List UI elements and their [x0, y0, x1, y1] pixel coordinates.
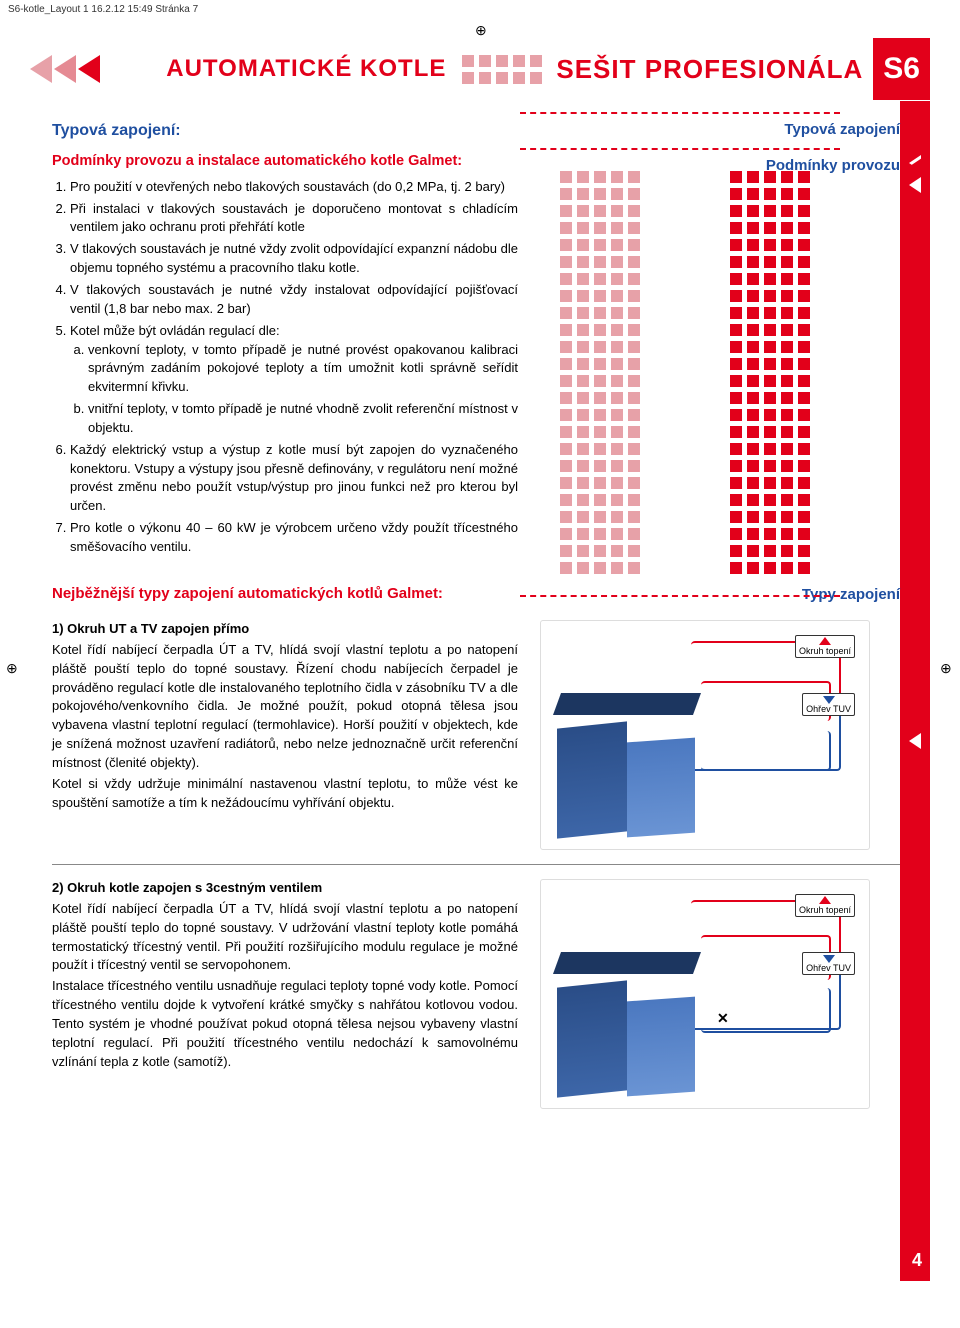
tag-ohrev-1: Ohřev TUV [802, 693, 855, 716]
section-conditions: Typová zapojení: Podmínky provozu a inst… [30, 101, 930, 560]
heading-types: Nejběžnější typy zapojení automatických … [52, 584, 518, 604]
square-pattern-solid [730, 171, 810, 574]
register-mark-left: ⊕ [6, 660, 18, 677]
block2-title: 2) Okruh kotle zapojen s 3cestným ventil… [52, 879, 518, 898]
section-types: Nejběžnější typy zapojení automatických … [30, 584, 930, 1109]
cond-5b: vnitřní teploty, v tomto případě je nutn… [88, 400, 518, 438]
block2-text: Kotel řídí nabíjecí čerpadla ÚT a TV, hl… [52, 900, 518, 975]
cond-4: V tlakových soustavách je nutné vždy ins… [70, 281, 518, 319]
diagram-2: ✕ Okruh topení Ohřev TUV [540, 879, 870, 1109]
register-mark-right: ⊕ [940, 660, 952, 677]
cond-7: Pro kotle o výkonu 40 – 60 kW je výrobce… [70, 519, 518, 557]
tag-okruh-2: Okruh topení [795, 894, 855, 917]
side-label-typova: Typová zapojení [530, 119, 930, 141]
heading-typova: Typová zapojení: [52, 119, 518, 142]
cond-3: V tlakových soustavách je nutné vždy zvo… [70, 240, 518, 278]
diagram-1: Okruh topení Ohřev TUV [540, 620, 870, 850]
header: AUTOMATICKÉ KOTLE SEŠIT PROFESIONÁLA S6 [30, 37, 930, 101]
page: 4 AUTOMATICKÉ KOTLE SEŠIT PROFESIONÁLA S… [30, 37, 930, 1109]
square-pattern [560, 171, 640, 574]
tag-okruh-1: Okruh topení [795, 635, 855, 658]
block2-text2: Instalace třícestného ventilu usnadňuje … [52, 977, 518, 1071]
tag-ohrev-2: Ohřev TUV [802, 952, 855, 975]
cond-5a: venkovní teploty, v tomto případě je nut… [88, 341, 518, 398]
cond-6: Každý elektrický vstup a výstup z kotle … [70, 441, 518, 516]
badge-s6: S6 [873, 38, 930, 100]
block1-text2: Kotel si vždy udržuje minimální nastaven… [52, 775, 518, 813]
crop-mark: S6-kotle_Layout 1 16.2.12 15:49 Stránka … [0, 0, 960, 19]
header-triangles [30, 55, 100, 83]
heading-podminky: Podmínky provozu a instalace automatické… [52, 152, 518, 172]
conditions-list: Pro použití v otevřených nebo tlakových … [52, 178, 518, 557]
cond-5-text: Kotel může být ovládán regulací dle: [70, 323, 280, 338]
cond-1: Pro použití v otevřených nebo tlakových … [70, 178, 518, 197]
boiler-2 [557, 964, 707, 1094]
header-title-right: SEŠIT PROFESIONÁLA [556, 54, 863, 85]
cond-2: Při instalaci v tlakových soustavách je … [70, 200, 518, 238]
cond-5: Kotel může být ovládán regulací dle: ven… [70, 322, 518, 438]
valve-icon: ✕ [717, 1010, 729, 1027]
divider [52, 864, 908, 865]
dash-1 [520, 112, 840, 114]
header-title-left: AUTOMATICKÉ KOTLE [166, 55, 446, 83]
dash-3 [520, 595, 840, 597]
page-number: 4 [912, 1250, 922, 1271]
boiler-1 [557, 705, 707, 835]
header-squares-left [462, 55, 542, 84]
block1-title: 1) Okruh UT a TV zapojen přímo [52, 620, 518, 639]
dash-2 [520, 148, 840, 150]
block1-text: Kotel řídí nabíjecí čerpadla ÚT a TV, hl… [52, 641, 518, 773]
